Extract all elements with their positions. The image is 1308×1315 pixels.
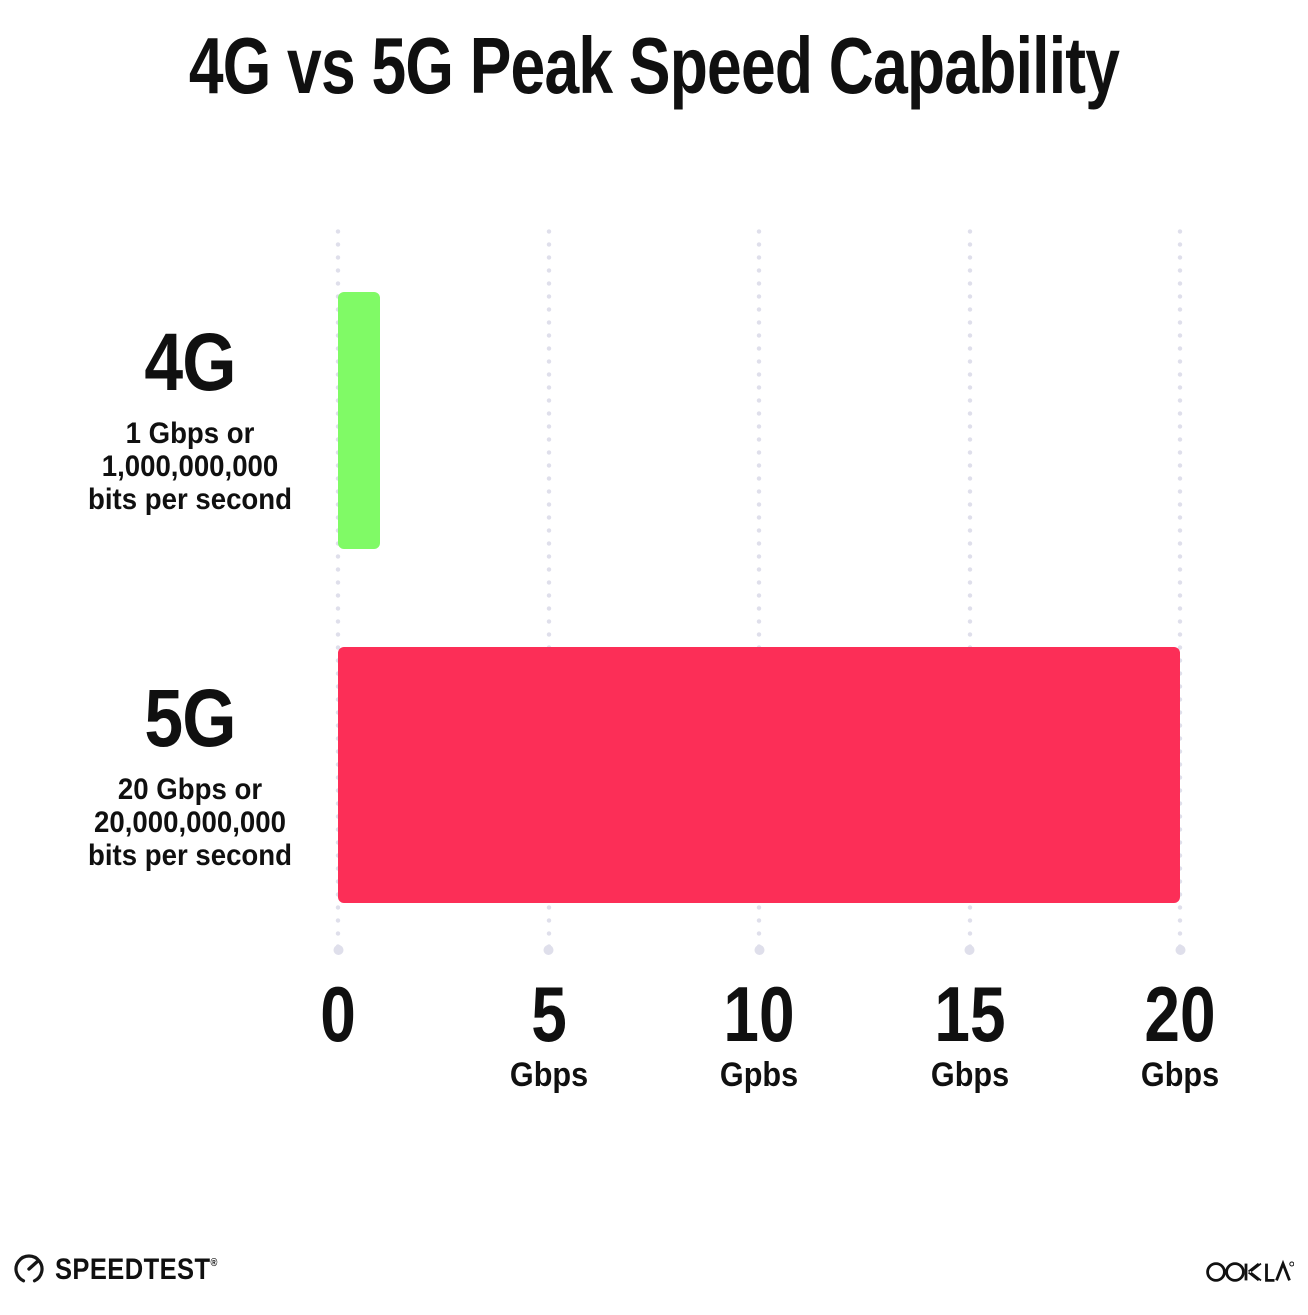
category-description-line: 1,000,000,000 [101,450,279,483]
gridline [335,225,341,947]
gridline [967,225,972,947]
category-label: 5G [144,673,236,764]
tick-label: 20 [1144,970,1216,1058]
gridline [1177,225,1183,947]
category-description-line: 1 Gbps or [125,417,255,450]
category-description-line: 20 Gbps or [117,773,263,806]
tick-label: 0 [320,970,356,1058]
tick-label: 5 [530,970,567,1058]
row-label-4g: 4G 1 Gbps or 1,000,000,000 bits per second [15,317,365,517]
ookla-logo [1206,1256,1295,1291]
category-description: 1 Gbps or 1,000,000,000 bits per second [15,417,365,516]
tick-unit: Gbps [509,1056,588,1094]
speedtest-wordmark: SPEEDTEST® [55,1253,218,1287]
speedtest-trademark: ® [210,1257,218,1269]
tick-label: 10 [723,970,795,1058]
gridline [546,225,551,947]
ookla-wordmark-icon [1206,1259,1295,1282]
category-description-line: bits per second [88,483,292,516]
bar-5g [338,647,1180,903]
row-label-5g: 5G 20 Gbps or 20,000,000,000 bits per secon… [15,673,365,873]
x-axis: 0 5 Gbps 10 Gpbs 15 Gbps 20 Gbps [0,975,1308,1115]
x-tick: 0 [316,975,359,1057]
tick-unit: Gpbs [719,1056,799,1094]
gridline [756,225,762,947]
x-tick: 15 Gbps [926,975,1013,1093]
tick-unit: Gbps [1140,1056,1220,1094]
tick-label: 15 [933,970,1006,1058]
chart-title: 4G vs 5G Peak Speed Capability [188,21,1120,110]
tick-unit: Gbps [930,1056,1009,1094]
category-description-line: 20,000,000,000 [94,806,286,839]
category-description: 20 Gbps or 20,000,000,000 bits per second [15,773,365,872]
category-label: 4G [144,317,236,408]
ookla-trademark [1289,1261,1295,1267]
x-tick: 5 Gbps [505,975,592,1093]
plot-area [335,225,1183,958]
category-description-line: bits per second [88,839,292,872]
speedtest-wordmark-text: SPEEDTEST [55,1253,211,1286]
speedometer-icon [14,1254,44,1283]
x-tick: 10 Gpbs [716,975,803,1093]
x-tick: 20 Gbps [1137,975,1224,1093]
speedtest-logo: SPEEDTEST® [12,1253,246,1287]
bar-4g [338,292,381,549]
